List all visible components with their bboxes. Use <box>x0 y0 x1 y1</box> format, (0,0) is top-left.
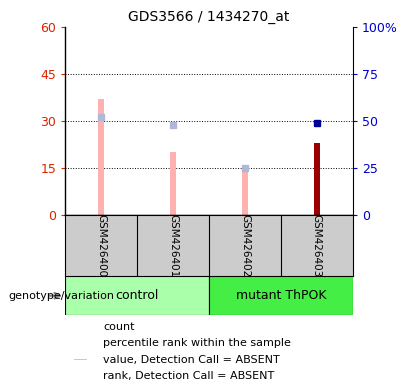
Bar <box>242 171 248 215</box>
Text: GSM426403: GSM426403 <box>312 214 322 277</box>
Bar <box>65 276 209 315</box>
Text: GSM426401: GSM426401 <box>168 214 178 277</box>
Text: count: count <box>103 322 134 332</box>
Text: value, Detection Call = ABSENT: value, Detection Call = ABSENT <box>103 354 280 364</box>
Text: control: control <box>116 289 159 302</box>
Text: GSM426402: GSM426402 <box>240 214 250 277</box>
Text: percentile rank within the sample: percentile rank within the sample <box>103 338 291 348</box>
Bar <box>74 359 87 360</box>
Bar <box>314 143 320 215</box>
Bar <box>209 276 353 315</box>
Text: mutant ThPOK: mutant ThPOK <box>236 289 326 302</box>
Text: GSM426400: GSM426400 <box>96 214 106 277</box>
Title: GDS3566 / 1434270_at: GDS3566 / 1434270_at <box>128 10 290 25</box>
Bar <box>98 99 104 215</box>
Bar <box>170 152 176 215</box>
Text: rank, Detection Call = ABSENT: rank, Detection Call = ABSENT <box>103 371 274 381</box>
Text: genotype/variation: genotype/variation <box>8 291 114 301</box>
